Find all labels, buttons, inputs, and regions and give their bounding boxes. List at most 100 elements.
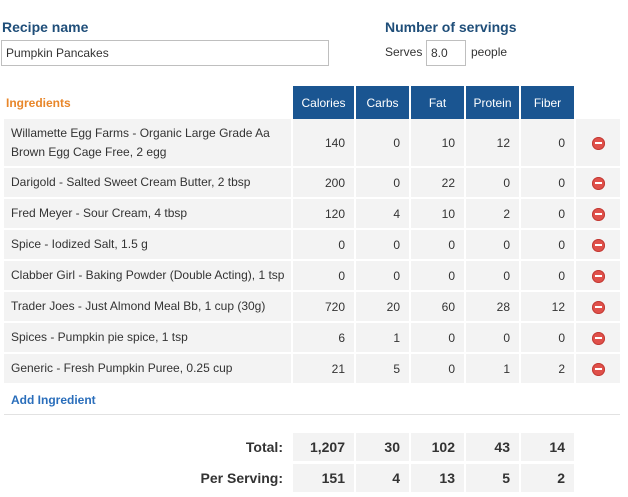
fat-cell: 0	[411, 261, 464, 292]
per-serving-label: Per Serving:	[200, 470, 283, 486]
column-header-calories: Calories	[293, 86, 354, 119]
protein-cell: 0	[466, 230, 519, 261]
column-header-carbs: Carbs	[356, 86, 409, 119]
total-fat: 102	[411, 433, 464, 461]
per-serving-carbs: 4	[356, 464, 409, 492]
per-serving-protein: 5	[466, 464, 519, 492]
fat-cell: 0	[411, 230, 464, 261]
protein-cell: 0	[466, 323, 519, 354]
table-row: Spices - Pumpkin pie spice, 1 tsp 6 1 0 …	[4, 323, 620, 354]
ingredient-name: Spice - Iodized Salt, 1.5 g	[4, 230, 291, 261]
add-ingredient-row: Add Ingredient	[4, 385, 620, 415]
ingredients-title: Ingredients	[4, 86, 291, 119]
delete-cell	[576, 168, 620, 199]
per-serving-fiber: 2	[521, 464, 574, 492]
calories-cell: 0	[293, 230, 354, 261]
people-text: people	[471, 45, 508, 59]
ingredient-name: Clabber Girl - Baking Powder (Double Act…	[4, 261, 291, 292]
table-row: Clabber Girl - Baking Powder (Double Act…	[4, 261, 620, 292]
total-protein: 43	[466, 433, 519, 461]
delete-icon[interactable]	[591, 269, 605, 283]
delete-icon[interactable]	[591, 238, 605, 252]
delete-cell	[576, 261, 620, 292]
ingredient-name: Darigold - Salted Sweet Cream Butter, 2 …	[4, 168, 291, 199]
fat-cell: 10	[411, 119, 464, 168]
column-header-fiber: Fiber	[521, 86, 574, 119]
calories-cell: 21	[293, 354, 354, 385]
delete-cell	[576, 292, 620, 323]
servings-input[interactable]	[426, 40, 466, 66]
recipe-name-input[interactable]	[1, 40, 329, 66]
protein-cell: 1	[466, 354, 519, 385]
total-row: Total: 1,207 30 102 43 14	[4, 433, 620, 461]
delete-icon[interactable]	[591, 207, 605, 221]
column-header-blank	[576, 86, 620, 119]
ingredients-table: Ingredients Calories Carbs Fat Protein F…	[2, 86, 622, 415]
table-row: Spice - Iodized Salt, 1.5 g 0 0 0 0 0	[4, 230, 620, 261]
calories-cell: 0	[293, 261, 354, 292]
fat-cell: 0	[411, 354, 464, 385]
fiber-cell: 12	[521, 292, 574, 323]
ingredient-name: Trader Joes - Just Almond Meal Bb, 1 cup…	[4, 292, 291, 323]
carbs-cell: 5	[356, 354, 409, 385]
per-serving-calories: 151	[293, 464, 354, 492]
serves-text: Serves	[385, 45, 423, 59]
carbs-cell: 20	[356, 292, 409, 323]
delete-icon[interactable]	[591, 362, 605, 376]
ingredient-name: Willamette Egg Farms - Organic Large Gra…	[4, 119, 291, 168]
ingredients-header-row: Ingredients Calories Carbs Fat Protein F…	[4, 86, 620, 119]
total-carbs: 30	[356, 433, 409, 461]
total-fiber: 14	[521, 433, 574, 461]
fat-cell: 22	[411, 168, 464, 199]
fiber-cell: 0	[521, 168, 574, 199]
delete-icon[interactable]	[591, 136, 605, 150]
fiber-cell: 2	[521, 354, 574, 385]
add-ingredient-link[interactable]: Add Ingredient	[11, 392, 96, 407]
fat-cell: 60	[411, 292, 464, 323]
total-calories: 1,207	[293, 433, 354, 461]
carbs-cell: 0	[356, 261, 409, 292]
fiber-cell: 0	[521, 230, 574, 261]
delete-cell	[576, 119, 620, 168]
delete-icon[interactable]	[591, 300, 605, 314]
protein-cell: 2	[466, 199, 519, 230]
carbs-cell: 0	[356, 230, 409, 261]
calories-cell: 6	[293, 323, 354, 354]
carbs-cell: 0	[356, 168, 409, 199]
table-row: Generic - Fresh Pumpkin Puree, 0.25 cup …	[4, 354, 620, 385]
calories-cell: 200	[293, 168, 354, 199]
protein-cell: 12	[466, 119, 519, 168]
table-row: Trader Joes - Just Almond Meal Bb, 1 cup…	[4, 292, 620, 323]
table-row: Fred Meyer - Sour Cream, 4 tbsp 120 4 10…	[4, 199, 620, 230]
fiber-cell: 0	[521, 199, 574, 230]
ingredient-name: Fred Meyer - Sour Cream, 4 tbsp	[4, 199, 291, 230]
column-header-fat: Fat	[411, 86, 464, 119]
total-label: Total:	[245, 439, 283, 455]
ingredient-name: Generic - Fresh Pumpkin Puree, 0.25 cup	[4, 354, 291, 385]
delete-cell	[576, 323, 620, 354]
ingredient-name: Spices - Pumpkin pie spice, 1 tsp	[4, 323, 291, 354]
calories-cell: 140	[293, 119, 354, 168]
fiber-cell: 0	[521, 119, 574, 168]
delete-icon[interactable]	[591, 331, 605, 345]
per-serving-blank	[576, 464, 620, 492]
calories-cell: 720	[293, 292, 354, 323]
totals-table: Total: 1,207 30 102 43 14 Per Serving: 1…	[2, 430, 622, 495]
per-serving-row: Per Serving: 151 4 13 5 2	[4, 464, 620, 492]
per-serving-fat: 13	[411, 464, 464, 492]
fat-cell: 10	[411, 199, 464, 230]
carbs-cell: 0	[356, 119, 409, 168]
fiber-cell: 0	[521, 323, 574, 354]
table-row: Willamette Egg Farms - Organic Large Gra…	[4, 119, 620, 168]
calories-cell: 120	[293, 199, 354, 230]
carbs-cell: 4	[356, 199, 409, 230]
table-row: Darigold - Salted Sweet Cream Butter, 2 …	[4, 168, 620, 199]
servings-label: Number of servings	[385, 19, 517, 35]
delete-cell	[576, 230, 620, 261]
column-header-protein: Protein	[466, 86, 519, 119]
protein-cell: 28	[466, 292, 519, 323]
delete-cell	[576, 354, 620, 385]
fiber-cell: 0	[521, 261, 574, 292]
delete-cell	[576, 199, 620, 230]
delete-icon[interactable]	[591, 176, 605, 190]
